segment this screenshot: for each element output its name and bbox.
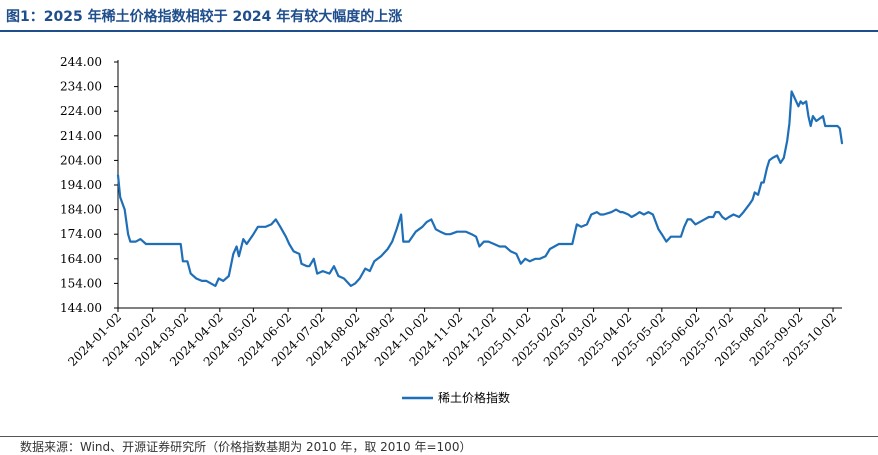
y-tick-label: 164.00 [60, 252, 102, 266]
series-line [116, 90, 844, 287]
y-tick-label: 214.00 [60, 129, 102, 143]
y-tick-label: 244.00 [60, 55, 102, 69]
y-tick-label: 224.00 [60, 104, 102, 118]
source-rule [0, 436, 878, 437]
line-chart: 144.00 154.00 164.00 174.00 184.00 194.00 204.… [60, 55, 844, 405]
y-tick-label: 194.00 [60, 178, 102, 192]
title-rule [0, 30, 878, 32]
source-note: 数据来源：Wind、开源证券研究所（价格指数基期为 2010 年，取 2010 … [20, 440, 472, 454]
y-tick-label: 174.00 [60, 227, 102, 241]
chart-title: 图1：2025 年稀土价格指数相较于 2024 年有较大幅度的上涨 [6, 9, 403, 25]
legend-label: 稀土价格指数 [438, 390, 510, 405]
y-tick-label: 204.00 [60, 153, 102, 167]
y-tick-label: 144.00 [60, 301, 102, 315]
y-tick-label: 234.00 [60, 80, 102, 94]
y-tick-label: 154.00 [60, 276, 102, 290]
y-tick-label: 184.00 [60, 203, 102, 217]
